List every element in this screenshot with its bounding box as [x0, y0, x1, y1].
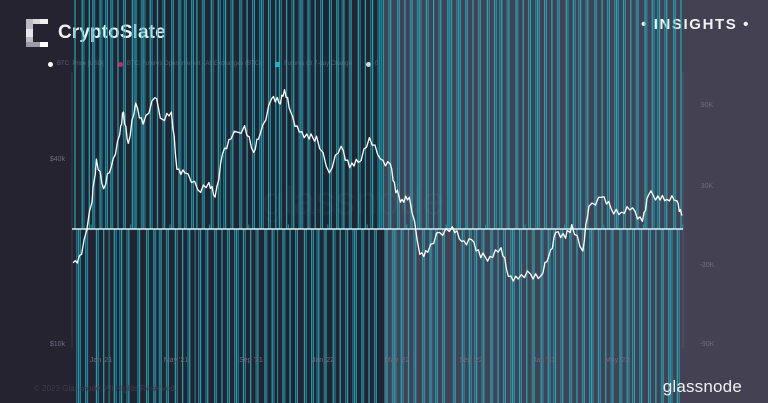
x-tick: Jan '22 — [312, 357, 334, 364]
legend-label: BTC: Price [USD] — [57, 61, 104, 67]
y-left-tick: $40k — [50, 156, 66, 163]
copyright: © 2023 Glassnode. All Rights Reserved. — [34, 384, 177, 393]
y-axis-left: $40k $10k — [50, 156, 66, 348]
legend-item-price[interactable]: BTC: Price [USD] — [48, 61, 104, 67]
legend-dot-icon — [365, 61, 371, 67]
legend-square-icon — [275, 61, 281, 67]
legend-dot-icon — [117, 61, 123, 67]
x-tick: Jan '21 — [90, 357, 112, 364]
price-line — [72, 88, 683, 282]
y-right-tick: 90K — [701, 102, 714, 109]
y-right-tick: -30K — [700, 262, 715, 269]
y-right-tick: -90K — [700, 341, 715, 348]
brand-name: CryptoSlate — [58, 22, 166, 43]
legend-item-oi-change[interactable]: Futures OI 7-day Change — [275, 61, 352, 67]
legend-label: Futures OI 7-day Change — [284, 61, 352, 67]
x-tick: May '23 — [605, 357, 629, 364]
y-axis-right: 90K 30K -30K -90K — [700, 102, 715, 348]
legend-dot-icon — [48, 61, 53, 67]
y-right-tick: 30K — [701, 183, 714, 190]
x-tick: Sep '21 — [239, 357, 263, 364]
legend-item-zero[interactable]: 0 — [365, 61, 379, 67]
brand: CryptoSlate — [26, 19, 166, 47]
x-tick: May '21 — [164, 357, 188, 364]
glassnode-logo: glassnode — [662, 377, 742, 396]
x-tick: Jan '23 — [533, 357, 555, 364]
x-axis: Jan '21 May '21 Sep '21 Jan '22 May '22 Sep '… — [90, 357, 629, 364]
x-tick: May '22 — [385, 357, 409, 364]
oi-change-bars — [74, 0, 684, 403]
x-tick: Sep '22 — [459, 357, 483, 364]
y-left-tick: $10k — [50, 341, 66, 348]
cryptoslate-logo-icon — [26, 19, 48, 47]
section-label: • INSIGHTS • — [641, 16, 750, 33]
legend-label: 0 — [374, 61, 379, 67]
